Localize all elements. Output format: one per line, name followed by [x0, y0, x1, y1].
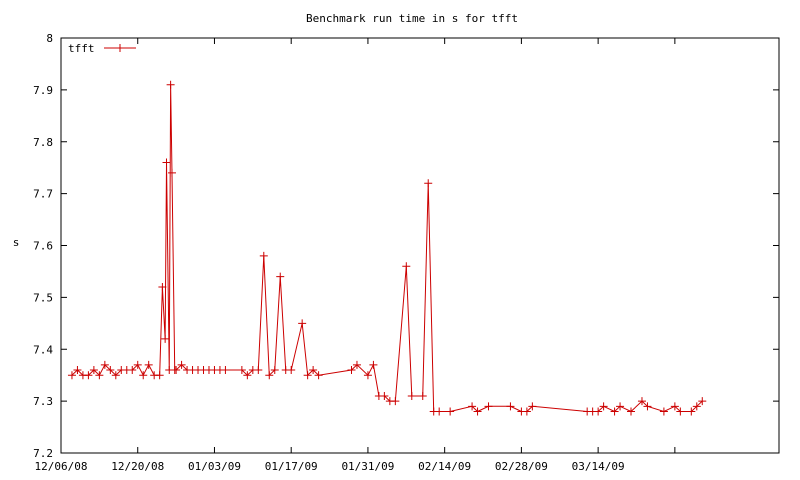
- y-tick-label: 7.4: [33, 343, 53, 356]
- data-point: [162, 158, 171, 167]
- data-point: [314, 371, 323, 380]
- data-point: [221, 366, 230, 374]
- data-point: [352, 360, 361, 369]
- data-point: [363, 371, 372, 380]
- x-tick-label: 12/20/08: [111, 460, 164, 473]
- data-point: [111, 371, 120, 380]
- series-layer: [67, 80, 707, 416]
- data-point: [155, 371, 164, 380]
- data-point: [418, 391, 427, 400]
- data-point: [172, 366, 181, 374]
- y-tick-label: 7.2: [33, 447, 53, 460]
- data-point: [73, 366, 82, 374]
- data-point: [254, 366, 263, 374]
- data-point: [128, 366, 137, 374]
- data-point: [270, 366, 279, 374]
- data-point: [446, 407, 455, 416]
- legend: tfft: [68, 42, 136, 55]
- data-point: [687, 407, 696, 416]
- series-line-tfft: [71, 84, 703, 413]
- x-tick-label: 02/28/09: [495, 460, 548, 473]
- data-point: [166, 80, 175, 89]
- data-point: [106, 366, 115, 374]
- data-point: [637, 397, 646, 406]
- data-point: [435, 407, 444, 416]
- data-point: [528, 402, 537, 411]
- y-tick-label: 7.3: [33, 395, 53, 408]
- data-point: [643, 402, 652, 411]
- data-point: [692, 402, 701, 411]
- plot-frame: [60, 37, 780, 454]
- data-point: [627, 407, 636, 416]
- axis-ticks: 7.2 7.3 7.4 7.5 7.6 7.7 7.8 7.9 8 12/06/08 12/20/0…: [33, 32, 779, 473]
- data-point: [100, 360, 109, 369]
- data-point: [380, 391, 389, 400]
- y-tick-label: 7.8: [33, 136, 53, 149]
- data-point: [670, 402, 679, 411]
- legend-marker-plus: [116, 44, 124, 52]
- data-point: [276, 272, 285, 281]
- y-tick-label: 7.9: [33, 84, 53, 97]
- x-tick-label: 01/17/09: [265, 460, 318, 473]
- y-axis-label: s: [13, 236, 20, 249]
- data-point: [89, 366, 98, 374]
- data-point: [243, 371, 252, 380]
- data-point: [95, 371, 104, 380]
- data-point: [158, 283, 167, 291]
- data-point: [506, 402, 515, 411]
- data-point: [309, 366, 318, 374]
- x-tick-label: 03/14/09: [572, 460, 625, 473]
- data-point: [287, 366, 296, 374]
- data-point: [424, 179, 433, 188]
- data-point: [139, 371, 148, 380]
- data-point: [698, 397, 707, 406]
- data-point: [616, 402, 625, 411]
- data-point: [610, 407, 619, 416]
- data-point: [265, 371, 274, 380]
- y-tick-label: 8: [46, 32, 53, 45]
- data-point: [144, 360, 153, 369]
- data-point: [473, 407, 482, 416]
- data-point: [161, 334, 170, 343]
- data-point: [167, 168, 176, 177]
- data-point: [67, 371, 76, 380]
- data-point: [659, 407, 668, 416]
- chart-title: Benchmark run time in s for tfft: [306, 12, 518, 25]
- data-point: [84, 371, 93, 380]
- y-tick-label: 7.6: [33, 240, 53, 253]
- x-tick-label: 02/14/09: [418, 460, 471, 473]
- x-tick-label: 01/31/09: [341, 460, 394, 473]
- data-point: [468, 402, 477, 411]
- data-point: [676, 407, 685, 416]
- x-tick-label: 01/03/09: [188, 460, 241, 473]
- y-tick-label: 7.5: [33, 291, 53, 304]
- legend-label-tfft: tfft: [68, 42, 95, 55]
- data-point: [594, 407, 603, 416]
- y-tick-label: 7.7: [33, 188, 53, 201]
- data-point: [237, 366, 246, 374]
- data-point: [402, 262, 411, 271]
- data-point: [484, 402, 493, 411]
- data-point: [391, 397, 400, 406]
- data-point: [347, 366, 356, 374]
- data-point: [259, 251, 268, 260]
- data-point: [407, 391, 416, 400]
- data-point: [599, 402, 608, 411]
- data-point: [133, 360, 142, 369]
- x-tick-label: 12/06/08: [35, 460, 88, 473]
- data-point: [522, 407, 531, 416]
- data-point: [177, 360, 186, 369]
- data-point: [369, 360, 378, 369]
- data-point: [298, 319, 307, 328]
- data-point: [303, 371, 312, 380]
- legend-marker-tfft: [116, 44, 124, 52]
